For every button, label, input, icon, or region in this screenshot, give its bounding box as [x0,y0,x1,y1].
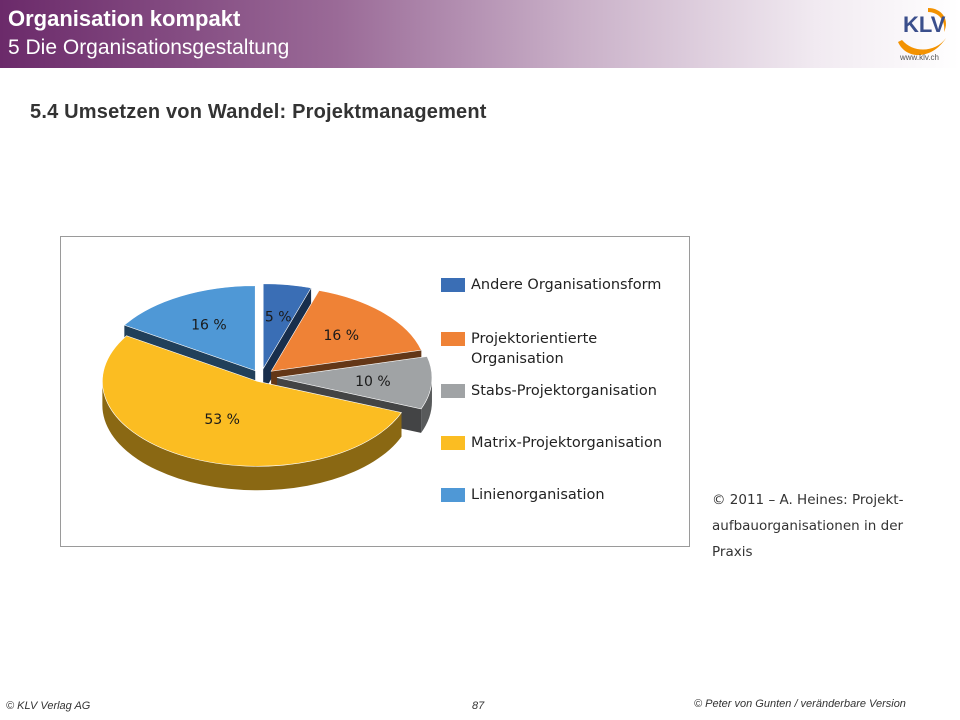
klv-logo: KLV [898,8,947,56]
legend-label-line2: Organisation [471,351,564,367]
source-citation: © 2011 – A. Heines: Projekt- aufbauorgan… [712,487,932,565]
source-line: Praxis [712,544,753,560]
section-title: 5.4 Umsetzen von Wandel: Projektmanageme… [30,101,487,123]
legend-label: Matrix-Projektorganisation [471,435,663,451]
legend-label: Projektorientierte [471,331,598,347]
pie-slice [276,356,433,410]
pie-data-label: 16 % [323,328,359,344]
pie-slice [270,290,422,372]
pie-data-label: 5 % [265,310,292,326]
footer-copyright: © KLV Verlag AG [6,700,91,712]
pie-chart: 5 % 16 % 10 % 53 % 16 % [102,283,433,491]
source-line: © 2011 – A. Heines: Projekt- [712,492,904,508]
pie-slice-side [102,381,402,491]
legend-label: Andere Organisationsform [471,277,662,293]
source-line: aufbauorganisationen in der [712,518,904,534]
logo-text: KLV [903,12,946,37]
pie-slice [102,335,402,467]
chart-frame: 5 % 16 % 10 % 53 % 16 % Andere Organisations… [60,236,690,547]
legend-label: Linienorganisation [471,487,605,503]
page-number: 87 [472,700,485,712]
pie-data-label: 16 % [191,318,227,334]
legend-swatch [441,436,465,450]
pie-data-label: 53 % [204,412,240,428]
legend-swatch [441,332,465,346]
header-title: Organisation kompakt [8,6,241,31]
legend-label: Stabs-Projektorganisation [471,383,657,399]
pie-data-label: 10 % [355,374,391,390]
legend-swatch [441,384,465,398]
header-subtitle: 5 Die Organisationsgestaltung [8,36,290,59]
legend-swatch [441,278,465,292]
logo-url: www.klv.ch [900,53,939,62]
footer-author: © Peter von Gunten / veränderbare Versio… [694,698,906,710]
pie-slice-side [421,377,432,433]
slide-header: Organisation kompakt 5 Die Organisations… [0,0,960,68]
pie-slice [262,283,312,370]
legend-swatch [441,488,465,502]
pie-slice [123,285,256,372]
